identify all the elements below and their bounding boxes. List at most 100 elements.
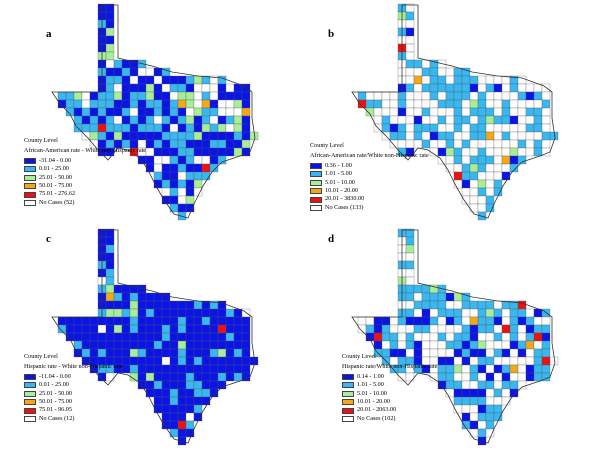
county-cell xyxy=(201,380,211,390)
county-cell xyxy=(225,364,235,374)
county-cell xyxy=(193,115,203,125)
county-cell xyxy=(445,131,455,141)
county-cell xyxy=(153,372,163,382)
county-cell xyxy=(509,115,519,125)
county-cell xyxy=(469,123,479,133)
county-cell xyxy=(405,27,415,37)
county-cell xyxy=(365,99,375,109)
county-cell xyxy=(121,300,131,310)
county-cell xyxy=(169,300,179,310)
county-cell xyxy=(185,155,195,165)
county-cell xyxy=(145,380,155,390)
county-cell xyxy=(217,91,227,101)
county-cell xyxy=(509,364,519,374)
county-cell xyxy=(161,131,171,141)
county-cell xyxy=(509,380,519,390)
county-cell xyxy=(517,316,527,326)
county-cell xyxy=(145,123,155,133)
legend-item-label: 25.01 - 50.00 xyxy=(39,173,72,181)
county-cell xyxy=(461,91,471,101)
county-cell xyxy=(509,163,519,173)
county-cell xyxy=(413,324,423,334)
county-cell xyxy=(193,131,203,141)
county-cell xyxy=(509,316,519,326)
county-cell xyxy=(405,131,415,141)
county-cell xyxy=(113,75,123,85)
county-cell xyxy=(145,67,155,77)
county-cell xyxy=(121,115,131,125)
legend-swatch xyxy=(310,188,322,195)
county-cell xyxy=(469,107,479,117)
legend-item-label: 0.14 - 1.00 xyxy=(357,372,384,380)
county-cell xyxy=(445,332,455,342)
county-cell xyxy=(217,332,227,342)
county-cell xyxy=(177,107,187,117)
county-cell xyxy=(105,91,115,101)
county-cell xyxy=(485,171,495,181)
county-cell xyxy=(485,91,495,101)
county-cell xyxy=(413,284,423,294)
county-cell xyxy=(225,139,235,149)
county-cell xyxy=(225,91,235,101)
county-cell xyxy=(469,83,479,93)
county-cell xyxy=(89,316,99,326)
county-cell xyxy=(413,316,423,326)
county-cell xyxy=(129,308,139,318)
county-cell xyxy=(437,107,447,117)
county-cell xyxy=(113,284,123,294)
legend-swatch xyxy=(24,158,36,164)
county-cell xyxy=(177,332,187,342)
county-cell xyxy=(509,155,519,165)
county-cell xyxy=(469,388,479,398)
county-cell xyxy=(209,364,219,374)
legend-item-label: 75.01 - 96.05 xyxy=(39,406,72,414)
county-cell xyxy=(169,316,179,326)
county-cell xyxy=(129,316,139,326)
county-cell xyxy=(469,91,479,101)
county-cell xyxy=(485,195,495,205)
county-cell xyxy=(469,380,479,390)
county-cell xyxy=(421,75,431,85)
county-cell xyxy=(445,340,455,350)
county-cell xyxy=(485,332,495,342)
county-cell xyxy=(129,67,139,77)
county-cell xyxy=(193,332,203,342)
county-cell xyxy=(177,364,187,374)
county-cell xyxy=(185,75,195,85)
legend-swatch xyxy=(342,399,354,406)
county-cell xyxy=(477,396,487,406)
county-cell xyxy=(193,91,203,101)
legend-swatch xyxy=(24,183,36,190)
county-cell xyxy=(517,155,527,165)
county-cell xyxy=(421,59,431,69)
county-cell xyxy=(177,428,187,438)
county-cell xyxy=(81,99,91,109)
county-cell xyxy=(161,163,171,173)
county-cell xyxy=(169,348,179,358)
county-cell xyxy=(469,364,479,374)
county-cell xyxy=(121,284,131,294)
county-cell xyxy=(469,396,479,406)
county-cell xyxy=(501,107,511,117)
county-cell xyxy=(185,372,195,382)
county-cell xyxy=(233,99,243,109)
county-cell xyxy=(525,131,535,141)
county-cell xyxy=(397,340,407,350)
county-cell xyxy=(533,356,543,366)
county-cell xyxy=(445,380,455,390)
county-cell xyxy=(477,372,487,382)
legend-swatch xyxy=(24,174,36,181)
county-cell xyxy=(373,332,383,342)
county-cell xyxy=(453,107,463,117)
county-cell xyxy=(73,107,83,117)
county-cell xyxy=(461,372,471,382)
county-cell xyxy=(177,316,187,326)
county-cell xyxy=(429,75,439,85)
county-cell xyxy=(105,260,115,270)
county-cell xyxy=(225,147,235,157)
county-cell xyxy=(105,75,115,85)
county-cell xyxy=(477,155,487,165)
legend-item-label: No Cases (12) xyxy=(39,414,75,422)
county-cell xyxy=(129,123,139,133)
county-cell xyxy=(509,91,519,101)
